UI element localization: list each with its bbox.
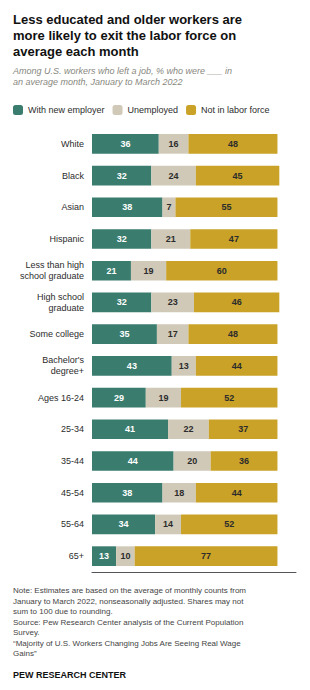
svg-text:45: 45: [233, 171, 243, 181]
svg-text:With new employer: With new employer: [28, 105, 105, 115]
svg-text:PEW RESEARCH CENTER: PEW RESEARCH CENTER: [13, 670, 127, 680]
svg-text:Gains”: Gains”: [13, 649, 37, 658]
svg-text:24: 24: [169, 171, 179, 181]
svg-text:44: 44: [232, 488, 242, 498]
svg-text:77: 77: [201, 551, 211, 561]
svg-text:10: 10: [120, 551, 130, 561]
svg-text:7: 7: [166, 202, 171, 212]
svg-text:47: 47: [229, 234, 239, 244]
svg-text:38: 38: [122, 488, 132, 498]
svg-text:14: 14: [163, 519, 173, 529]
svg-text:22: 22: [183, 424, 193, 434]
svg-text:Hispanic: Hispanic: [49, 234, 84, 244]
svg-text:36: 36: [239, 456, 249, 466]
svg-text:Less than high: Less than high: [25, 260, 84, 270]
svg-text:48: 48: [228, 329, 238, 339]
svg-text:23: 23: [168, 297, 178, 307]
svg-text:White: White: [61, 139, 84, 149]
svg-text:48: 48: [228, 139, 238, 149]
svg-text:school graduate: school graduate: [20, 271, 84, 281]
svg-text:21: 21: [106, 266, 116, 276]
svg-text:43: 43: [127, 361, 137, 371]
svg-text:13: 13: [179, 361, 189, 371]
svg-text:35-44: 35-44: [61, 456, 84, 466]
svg-text:55: 55: [221, 202, 231, 212]
svg-text:29: 29: [114, 393, 124, 403]
svg-text:Not in labor force: Not in labor force: [201, 105, 270, 115]
svg-text:Black: Black: [62, 171, 85, 181]
svg-text:21: 21: [166, 234, 176, 244]
svg-text:Among U.S. workers who left a: Among U.S. workers who left a job, % who…: [12, 66, 232, 76]
svg-text:55-64: 55-64: [61, 519, 84, 529]
svg-text:32: 32: [117, 234, 127, 244]
svg-text:more likely to exit the labor: more likely to exit the labor force on: [13, 28, 236, 43]
svg-text:Bachelor's: Bachelor's: [42, 355, 84, 365]
svg-text:25-34: 25-34: [61, 424, 84, 434]
svg-text:sum to 100 due to rounding.: sum to 100 due to rounding.: [13, 607, 113, 616]
svg-text:32: 32: [117, 171, 127, 181]
svg-text:19: 19: [144, 266, 154, 276]
svg-text:graduate: graduate: [48, 303, 84, 313]
svg-text:Some college: Some college: [29, 329, 84, 339]
svg-text:18: 18: [174, 488, 184, 498]
svg-text:17: 17: [168, 329, 178, 339]
svg-text:an average month, January to M: an average month, January to March 2022: [13, 77, 183, 87]
svg-text:60: 60: [217, 266, 227, 276]
svg-text:37: 37: [238, 424, 248, 434]
svg-text:41: 41: [125, 424, 135, 434]
svg-text:Unemployed: Unemployed: [128, 105, 179, 115]
svg-text:45-54: 45-54: [61, 488, 84, 498]
svg-text:Note: Estimates are based on t: Note: Estimates are based on the average…: [13, 586, 246, 595]
svg-text:20: 20: [187, 456, 197, 466]
svg-text:44: 44: [232, 361, 242, 371]
svg-text:36: 36: [120, 139, 130, 149]
svg-text:Source: Pew Research Center an: Source: Pew Research Center analysis of …: [13, 618, 243, 627]
svg-text:January to March 2022, nonseas: January to March 2022, nonseasonally adj…: [13, 597, 244, 606]
svg-text:19: 19: [158, 393, 168, 403]
svg-text:Survey.: Survey.: [13, 628, 40, 637]
svg-text:44: 44: [128, 456, 138, 466]
svg-text:38: 38: [122, 202, 132, 212]
svg-text:High school: High school: [37, 292, 84, 302]
svg-text:Asian: Asian: [61, 202, 84, 212]
svg-text:Less educated and older worker: Less educated and older workers are: [13, 12, 242, 27]
svg-text:13: 13: [99, 551, 109, 561]
svg-text:65+: 65+: [69, 551, 84, 561]
svg-text:16: 16: [169, 139, 179, 149]
svg-text:52: 52: [224, 519, 234, 529]
svg-text:Ages 16-24: Ages 16-24: [38, 393, 84, 403]
svg-text:35: 35: [119, 329, 129, 339]
svg-text:degree+: degree+: [51, 366, 84, 376]
svg-text:32: 32: [117, 297, 127, 307]
svg-text:average each month: average each month: [13, 44, 139, 59]
svg-text:34: 34: [119, 519, 129, 529]
svg-text:52: 52: [224, 393, 234, 403]
svg-text:46: 46: [232, 297, 242, 307]
svg-text:“Majority of U.S. Workers Chan: “Majority of U.S. Workers Changing Jobs …: [13, 639, 241, 648]
